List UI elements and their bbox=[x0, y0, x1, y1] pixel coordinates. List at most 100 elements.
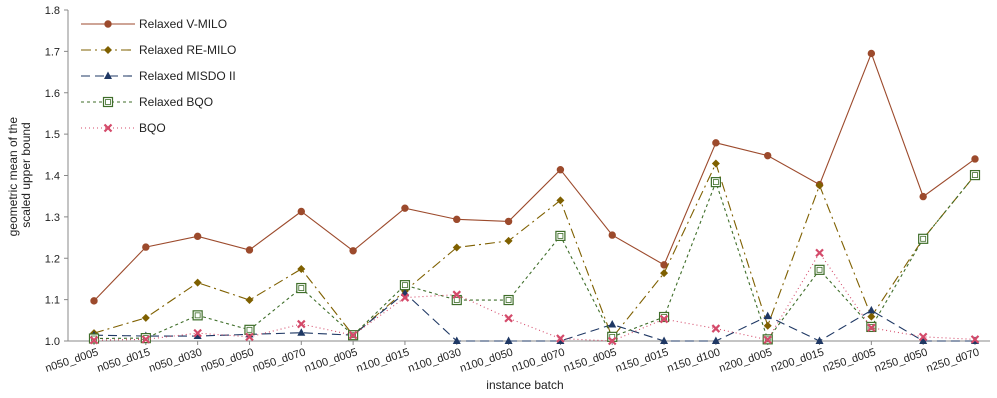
data-point bbox=[104, 20, 112, 28]
data-point bbox=[348, 330, 358, 340]
y-tick-label: 1.2 bbox=[45, 253, 60, 265]
data-point bbox=[555, 230, 566, 242]
x-tick-label: n150_d100 bbox=[666, 346, 722, 374]
y-tick-label: 1.8 bbox=[45, 5, 60, 17]
data-point bbox=[867, 305, 876, 314]
data-point bbox=[763, 321, 772, 330]
data-point-stroke bbox=[556, 334, 565, 343]
legend-label: Relaxed V-MILO bbox=[139, 17, 227, 31]
data-point-stroke bbox=[245, 332, 254, 342]
data-point-inner bbox=[816, 266, 823, 273]
data-point bbox=[400, 293, 410, 302]
data-point-inner bbox=[972, 172, 978, 178]
data-point-outline bbox=[710, 177, 721, 188]
x-tick-label: n150_d005 bbox=[562, 346, 618, 374]
data-point bbox=[141, 335, 151, 344]
data-point-outline bbox=[658, 311, 670, 323]
y-tick-label: 1.4 bbox=[45, 171, 60, 183]
data-point bbox=[193, 331, 202, 340]
data-point bbox=[867, 49, 876, 58]
data-point bbox=[918, 332, 928, 342]
data-point bbox=[556, 196, 565, 205]
data-point-inner bbox=[402, 282, 408, 289]
data-point bbox=[193, 328, 202, 338]
data-point bbox=[193, 278, 202, 287]
data-point-outline bbox=[555, 230, 566, 242]
data-point-inner bbox=[505, 297, 512, 303]
data-point-stroke bbox=[970, 335, 980, 344]
data-point bbox=[763, 311, 772, 320]
data-point bbox=[919, 336, 928, 344]
data-point bbox=[504, 336, 513, 344]
data-point bbox=[815, 181, 824, 190]
data-point-outline bbox=[192, 310, 203, 321]
data-point-stroke bbox=[918, 332, 928, 342]
legend-item: Relaxed RE-MILO bbox=[81, 43, 236, 57]
data-point bbox=[504, 217, 513, 226]
data-point bbox=[452, 243, 461, 252]
series-lines bbox=[88, 49, 981, 346]
data-point bbox=[399, 280, 411, 291]
data-point-outline bbox=[244, 324, 255, 335]
x-tick-label: n200_d005 bbox=[718, 346, 774, 374]
data-point bbox=[349, 247, 357, 255]
data-point bbox=[504, 313, 513, 323]
data-point bbox=[764, 151, 772, 160]
data-point-stroke bbox=[504, 313, 513, 323]
data-point-stroke bbox=[867, 323, 876, 333]
data-point bbox=[867, 312, 876, 321]
data-point bbox=[608, 319, 617, 328]
data-point bbox=[103, 123, 113, 133]
data-point-stroke bbox=[659, 314, 669, 324]
legend-label: Relaxed RE-MILO bbox=[139, 43, 236, 57]
data-point-outline bbox=[102, 96, 114, 108]
data-point-stroke bbox=[193, 328, 202, 338]
y-tick-label: 1.7 bbox=[45, 46, 60, 58]
legend-label: Relaxed MISDO II bbox=[139, 69, 236, 83]
data-point bbox=[918, 233, 929, 244]
data-point bbox=[102, 96, 114, 108]
legend-item: Relaxed MISDO II bbox=[81, 69, 236, 83]
data-point bbox=[660, 336, 669, 344]
data-point bbox=[297, 265, 306, 274]
data-point bbox=[452, 290, 462, 299]
y-axis-title-line-1: geometric mean of the bbox=[6, 117, 20, 237]
data-point-stroke bbox=[452, 290, 462, 299]
data-point bbox=[971, 155, 979, 163]
x-axis-title: instance batch bbox=[486, 378, 563, 392]
series-3 bbox=[90, 288, 979, 344]
data-point bbox=[104, 46, 112, 54]
data-point bbox=[297, 328, 306, 336]
data-point-inner bbox=[557, 233, 564, 239]
data-point bbox=[104, 71, 112, 79]
x-tick-label: n100_d070 bbox=[510, 346, 566, 374]
legend-label: Relaxed BQO bbox=[139, 95, 213, 109]
x-tick-label: n250_d070 bbox=[925, 346, 981, 374]
data-point bbox=[245, 296, 254, 305]
data-point bbox=[608, 231, 616, 239]
data-point-inner bbox=[920, 235, 927, 242]
data-point bbox=[504, 236, 513, 245]
data-point bbox=[296, 282, 307, 294]
data-point-outline bbox=[969, 169, 981, 181]
x-tick-label: n100_d015 bbox=[355, 346, 411, 374]
series-1 bbox=[90, 49, 979, 305]
data-point-stroke bbox=[103, 123, 113, 133]
data-point-inner bbox=[453, 297, 460, 303]
data-point bbox=[556, 336, 565, 344]
data-point-outline bbox=[918, 233, 929, 244]
data-point bbox=[556, 334, 565, 343]
data-point-inner bbox=[350, 332, 357, 339]
data-point bbox=[660, 269, 669, 278]
data-point bbox=[969, 169, 981, 181]
data-point-stroke bbox=[297, 319, 306, 329]
data-point bbox=[659, 314, 669, 324]
data-point-stroke bbox=[89, 335, 99, 345]
data-point-inner bbox=[105, 99, 111, 105]
x-tick-label: n050_d050 bbox=[199, 346, 255, 374]
data-point bbox=[763, 335, 772, 345]
y-tick-label: 1.6 bbox=[45, 88, 60, 100]
data-point-stroke bbox=[141, 335, 151, 344]
x-tick-label: n150_d015 bbox=[614, 346, 670, 374]
